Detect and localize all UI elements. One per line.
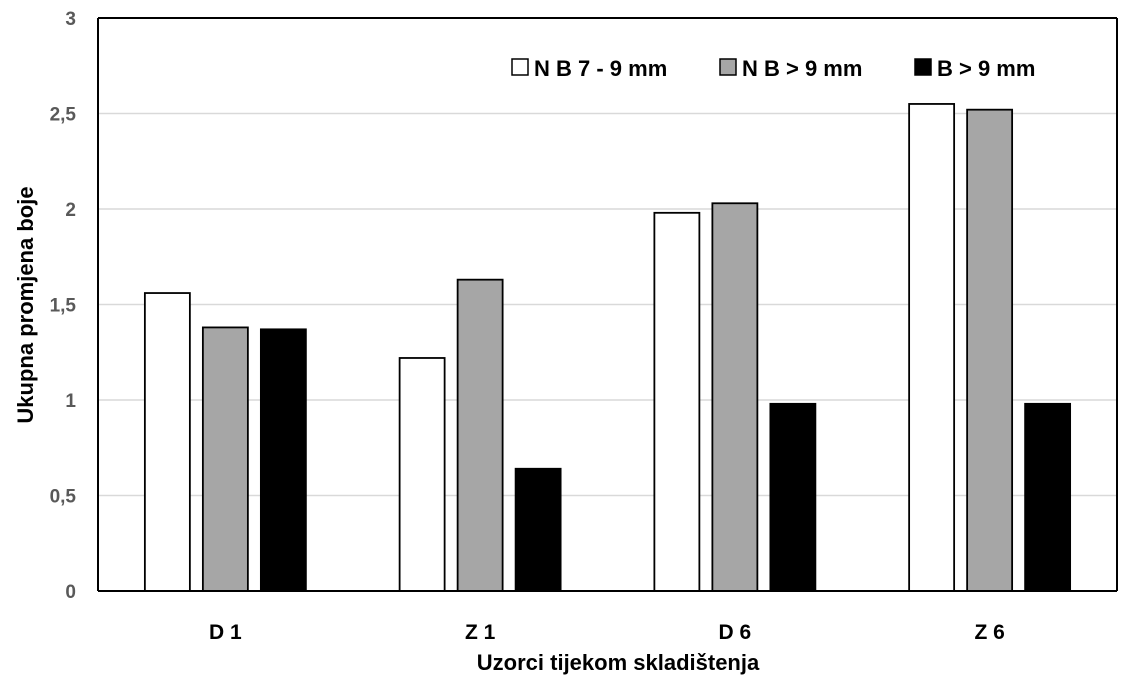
bar	[711, 202, 759, 592]
bar	[143, 292, 191, 592]
legend-label: N B 7 - 9 mm	[534, 56, 667, 81]
x-category-label: Z 1	[465, 621, 496, 644]
x-axis-category-labels: D 1 Z 1 D 6 Z 6	[209, 621, 1005, 644]
legend-swatch	[914, 58, 932, 76]
x-category-label: Z 6	[974, 621, 1004, 644]
legend-label: B > 9 mm	[937, 56, 1035, 81]
y-tick-label: 0	[65, 582, 76, 603]
bar	[259, 328, 307, 592]
legend-swatch	[719, 58, 737, 76]
x-category-label: D 6	[719, 621, 752, 644]
bar	[514, 467, 562, 592]
y-axis-title: Ukupna promjena boje	[13, 186, 38, 423]
bar	[653, 211, 701, 592]
legend-label: N B > 9 mm	[742, 56, 862, 81]
y-tick-label: 3	[65, 9, 76, 30]
bar	[966, 108, 1014, 592]
x-category-label: D 1	[209, 621, 242, 644]
bar	[769, 402, 817, 592]
legend: N B 7 - 9 mm N B > 9 mm B > 9 mm	[511, 56, 1035, 81]
bars	[143, 103, 1072, 592]
y-tick-label: 1	[65, 391, 76, 412]
y-tick-label: 1,5	[50, 296, 77, 317]
y-axis-tick-labels: 0 0,5 1 1,5 2 2,5 3	[50, 9, 77, 603]
bar	[201, 326, 249, 592]
axes	[97, 17, 1118, 592]
legend-swatch	[511, 58, 529, 76]
bar	[1024, 402, 1072, 592]
bar	[456, 278, 504, 592]
bar	[908, 103, 956, 592]
y-tick-label: 2	[65, 200, 76, 221]
gridlines	[98, 112, 1117, 497]
y-tick-label: 0,5	[50, 487, 77, 508]
bar	[398, 357, 446, 592]
y-tick-label: 2,5	[50, 105, 77, 126]
x-axis-title: Uzorci tijekom skladištenja	[477, 650, 760, 675]
